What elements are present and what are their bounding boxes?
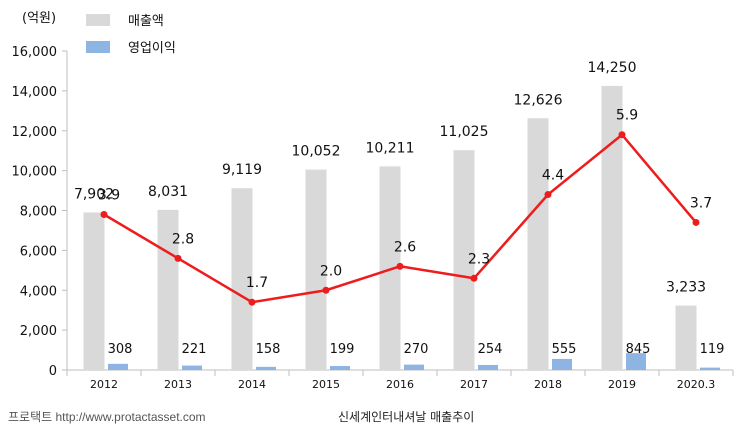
y-tick-label: 10,000 [12,165,58,180]
margin-point [322,286,330,294]
operating-profit-value-label: 270 [404,342,429,357]
legend-swatch-operating-profit [86,41,110,53]
margin-value-label: 2.8 [172,231,194,247]
margin-value-label: 4.4 [542,168,564,184]
y-tick-label: 0 [49,364,57,379]
y-tick-label: 6,000 [20,244,57,259]
legend-label-revenue: 매출액 [128,14,164,29]
x-tick-label: 2014 [238,378,266,391]
margin-point [174,254,182,262]
x-tick-label: 2015 [312,378,340,391]
revenue-bar [527,118,549,370]
revenue-bar [305,169,327,370]
x-tick-label: 2013 [164,378,192,391]
operating-profit-bar [626,353,646,370]
margin-value-label: 1.7 [246,275,268,291]
revenue-value-label: 9,119 [222,162,262,178]
operating-profit-bar [108,363,128,370]
operating-profit-bar [404,364,424,370]
operating-profit-value-label: 308 [108,342,133,357]
revenue-bar [601,85,623,370]
operating-profit-bar [182,365,202,370]
margin-point [618,131,626,139]
revenue-bar [675,305,697,370]
operating-profit-bar [700,367,720,370]
x-tick-label: 2019 [608,378,636,391]
y-tick-label: 14,000 [12,85,58,100]
chart-caption: 신세계인터내셔날 매출추이 [338,410,475,424]
margin-point [470,274,478,282]
legend-label-operating-profit: 영업이익 [128,41,176,56]
x-tick-label: 2016 [386,378,414,391]
y-tick-label: 12,000 [12,125,58,140]
operating-profit-bar [256,366,276,370]
revenue-bar [379,166,401,370]
revenue-value-label: 8,031 [148,184,188,200]
revenue-value-label: 12,626 [514,92,563,108]
margin-value-label: 3.7 [690,195,712,211]
revenue-bar [231,188,253,370]
margin-point [396,262,404,270]
revenue-bar [453,150,475,370]
y-tick-label: 16,000 [12,45,58,60]
revenue-value-label: 10,211 [366,140,415,156]
x-tick-label: 2020.3 [677,378,716,391]
operating-profit-value-label: 221 [182,342,207,357]
x-tick-label: 2017 [460,378,488,391]
operating-profit-value-label: 158 [256,342,281,357]
x-tick-label: 2012 [90,378,118,391]
revenue-bar [83,212,105,370]
y-tick-label: 8,000 [20,205,57,220]
operating-profit-value-label: 254 [478,342,503,357]
operating-profit-value-label: 845 [626,342,651,357]
legend-swatch-revenue [86,14,110,26]
y-tick-label: 2,000 [20,324,57,339]
margin-value-label: 2.3 [468,251,490,267]
operating-profit-value-label: 555 [552,342,577,357]
y-unit-label: (억원) [22,11,56,26]
x-tick-label: 2018 [534,378,562,391]
operating-profit-value-label: 199 [330,342,355,357]
margin-value-label: 2.0 [320,263,342,279]
margin-point [248,298,256,306]
y-tick-label: 4,000 [20,284,57,299]
margin-point [544,191,552,199]
margin-point [100,210,108,218]
margin-value-label: 3.9 [98,187,120,203]
revenue-value-label: 11,025 [440,124,489,140]
revenue-value-label: 10,052 [292,144,341,160]
operating-profit-bar [478,364,498,370]
margin-value-label: 2.6 [394,239,416,255]
revenue-value-label: 3,233 [666,280,706,296]
operating-profit-bar [330,366,350,370]
revenue-value-label: 14,250 [588,60,637,76]
source-credit: 프로택트 http://www.protactasset.com [8,410,206,424]
revenue-value-label: 7,902 [74,186,114,202]
operating-profit-value-label: 119 [700,342,725,357]
margin-point [692,218,700,226]
operating-profit-bar [552,358,572,370]
margin-value-label: 5.9 [616,108,638,124]
